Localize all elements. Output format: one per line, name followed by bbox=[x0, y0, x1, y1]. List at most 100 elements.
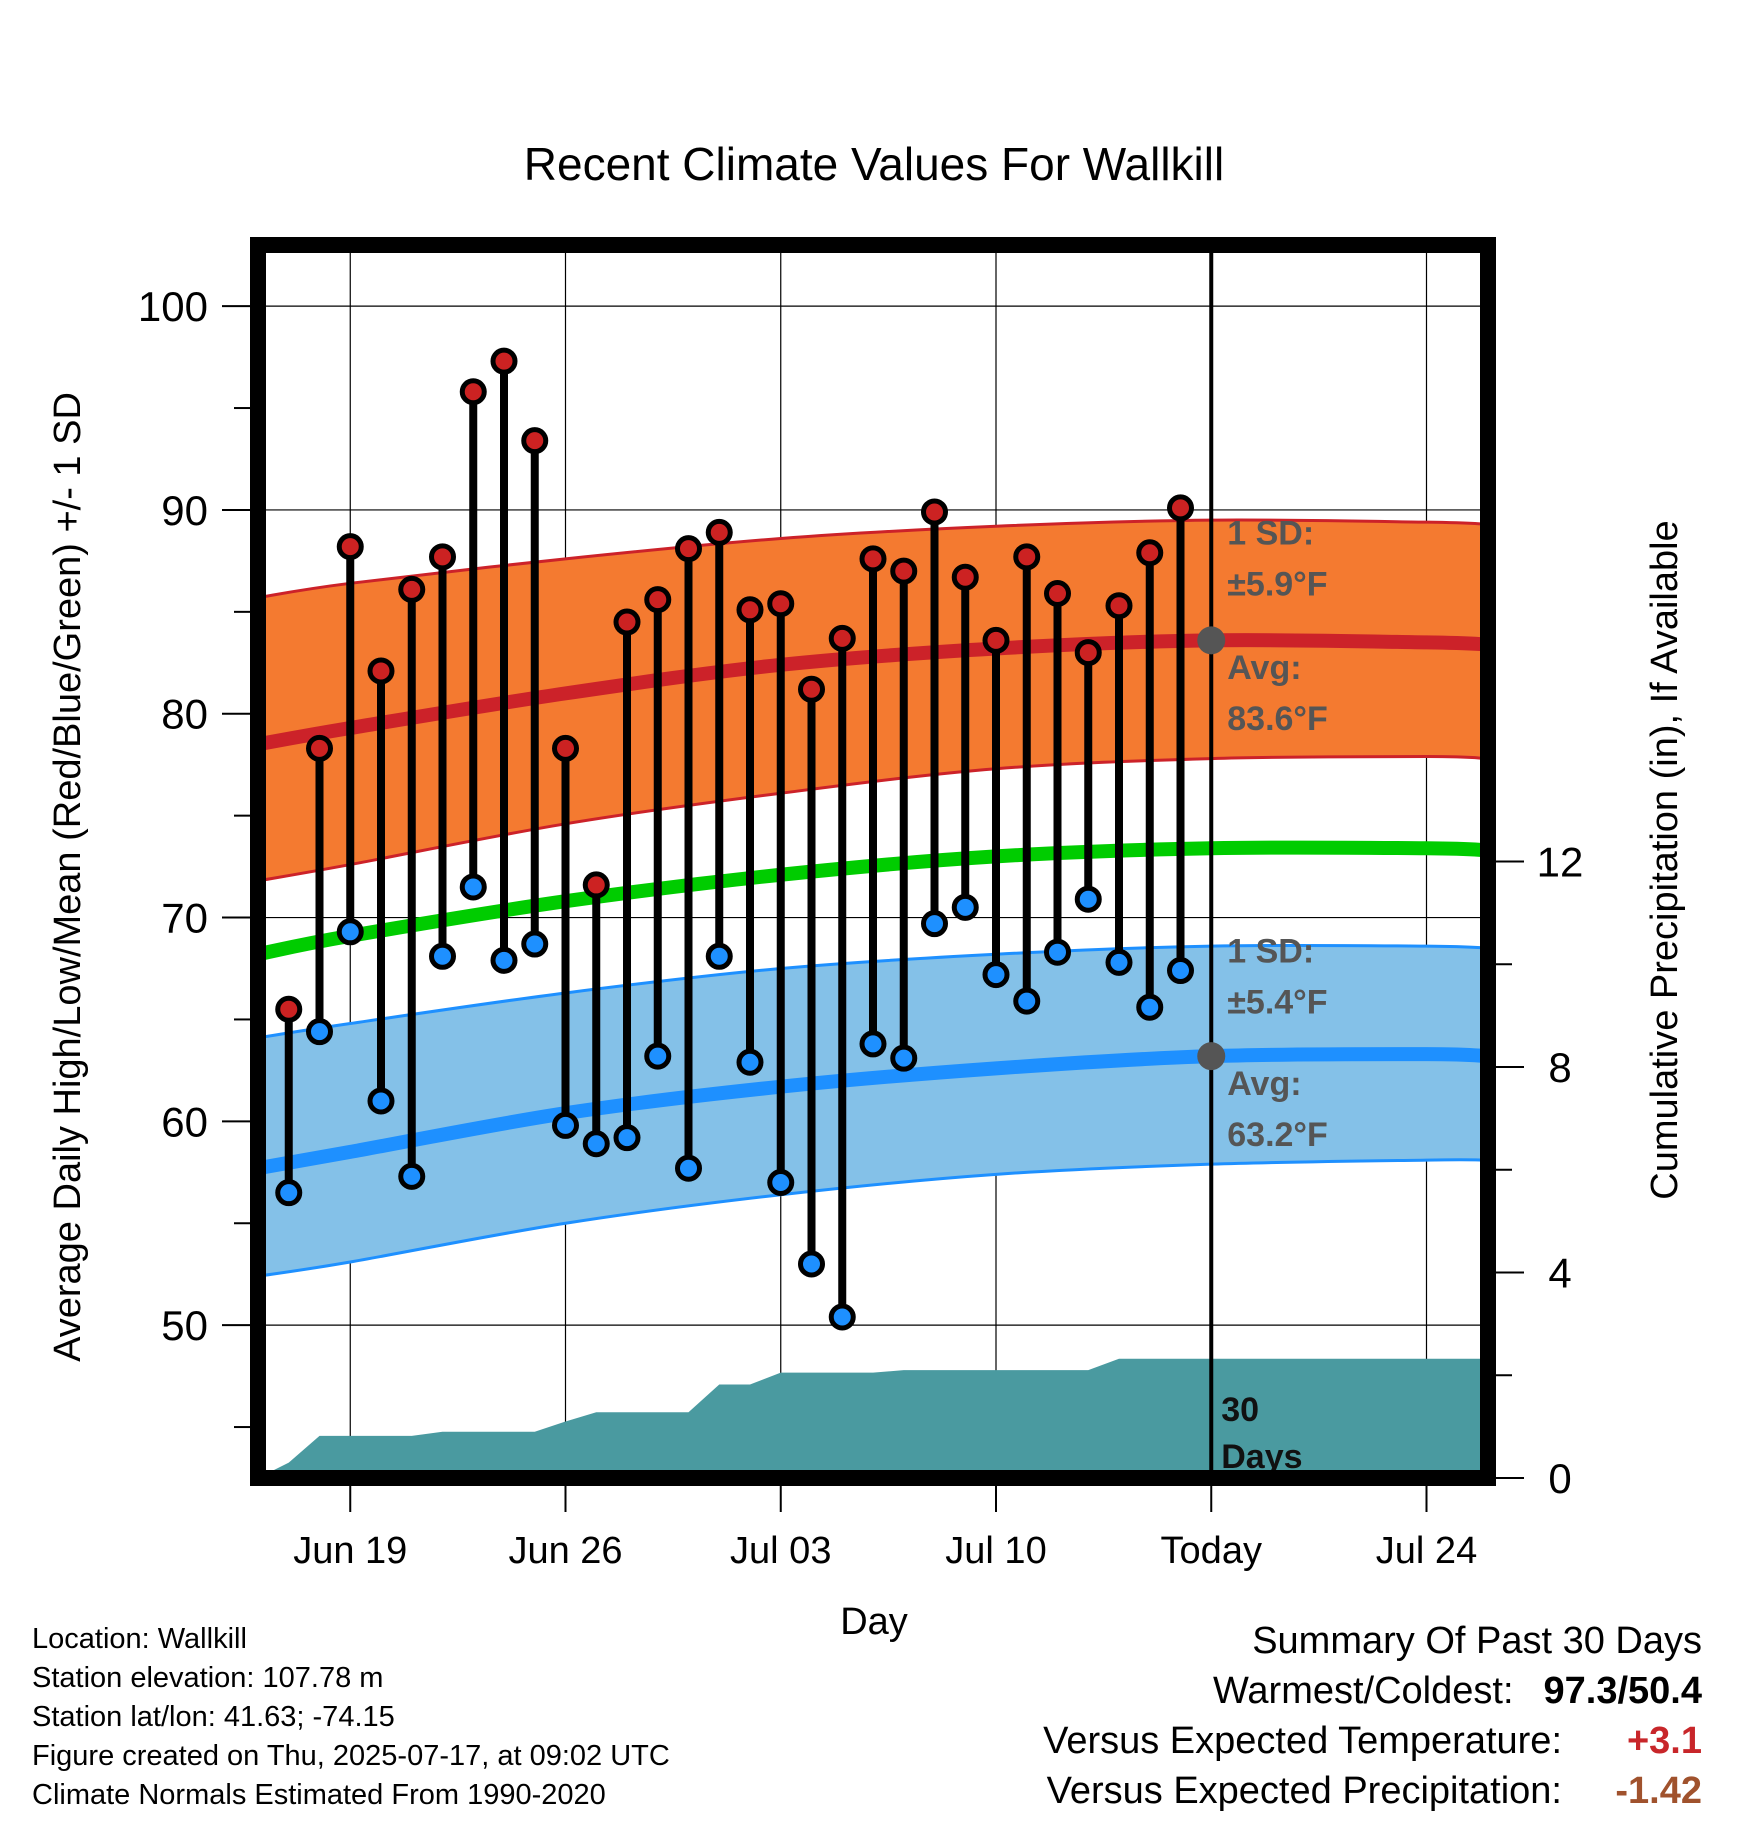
warmest-label: Warmest/Coldest: bbox=[1212, 1670, 1514, 1712]
daily-high-point bbox=[675, 535, 702, 563]
y-axis-title: Average Daily High/Low/Mean (Red/Blue/Gr… bbox=[47, 392, 89, 1362]
station-info: Location: Wallkill Station elevation: 10… bbox=[32, 1620, 670, 1815]
high-sd-value: ±5.9°F bbox=[1227, 566, 1327, 604]
daily-low-point bbox=[644, 1042, 672, 1070]
today-high-avg-marker bbox=[1197, 626, 1226, 655]
days-label-text: Days bbox=[1221, 1438, 1302, 1476]
daily-high-point bbox=[1105, 592, 1133, 620]
low-minus-sd-line bbox=[258, 1158, 1488, 1278]
daily-low-point bbox=[890, 1044, 918, 1072]
daily-high-point bbox=[490, 347, 518, 375]
daily-high-point bbox=[951, 563, 979, 591]
high-avg-label: Avg: bbox=[1227, 649, 1301, 687]
daily-low-point bbox=[859, 1030, 887, 1058]
daily-low-point bbox=[306, 1018, 333, 1046]
y-tick-label: 60 bbox=[161, 1098, 208, 1145]
summary-precip-row: Versus Expected Precipitation: -1.42 bbox=[1043, 1766, 1702, 1816]
daily-high-point bbox=[367, 657, 395, 685]
daily-low-point bbox=[736, 1048, 764, 1076]
daily-high-point bbox=[398, 575, 426, 603]
daily-high-point bbox=[767, 590, 795, 618]
daily-low-point bbox=[367, 1087, 395, 1115]
daily-low-point bbox=[490, 946, 518, 974]
daily-high-point bbox=[459, 378, 487, 406]
daily-low-point bbox=[275, 1179, 303, 1207]
low-sd-value: ±5.4°F bbox=[1227, 983, 1327, 1021]
daily-high-point bbox=[644, 586, 672, 614]
plot-frame bbox=[250, 237, 1496, 1486]
temp-vs-expected-value: +3.1 bbox=[1626, 1720, 1702, 1762]
daily-high-point bbox=[736, 596, 764, 624]
precip-vs-expected-label: Versus Expected Precipitation: bbox=[1046, 1770, 1562, 1812]
created-text: Figure created on Thu, 2025-07-17, at 09… bbox=[32, 1740, 670, 1772]
daily-low-point bbox=[921, 910, 948, 938]
y-axis-right: 0 4 8 12 bbox=[1496, 839, 1584, 1502]
y-tick-label: 90 bbox=[161, 487, 208, 534]
temp-vs-expected-label: Versus Expected Temperature: bbox=[1043, 1720, 1562, 1762]
y2-axis-title: Cumulative Precipitation (in), If Availa… bbox=[1644, 520, 1686, 1199]
y-tick-label: 80 bbox=[161, 691, 208, 738]
daily-high-point bbox=[1074, 639, 1102, 667]
daily-low-point bbox=[552, 1111, 579, 1139]
daily-high-point bbox=[890, 557, 918, 585]
precip-vs-expected-value: -1.42 bbox=[1615, 1770, 1702, 1812]
daily-low-point bbox=[459, 873, 487, 901]
daily-high-point bbox=[306, 734, 333, 762]
daily-low-point bbox=[798, 1250, 825, 1278]
y-tick-label: 100 bbox=[138, 283, 208, 330]
summary-warmest-row: Warmest/Coldest: 97.3/50.4 bbox=[1043, 1666, 1702, 1716]
y2-tick-label: 8 bbox=[1548, 1044, 1571, 1091]
daily-low-point bbox=[613, 1124, 641, 1152]
daily-low-point bbox=[1044, 938, 1071, 966]
daily-low-point bbox=[982, 961, 1010, 989]
daily-high-point bbox=[1136, 539, 1164, 567]
x-tick-label: Jul 03 bbox=[730, 1530, 831, 1572]
daily-high-point bbox=[1013, 543, 1041, 571]
daily-low-point bbox=[951, 893, 979, 921]
precip-area bbox=[258, 1358, 1488, 1478]
daily-low-point bbox=[1013, 987, 1041, 1015]
normals-text: Climate Normals Estimated From 1990-2020 bbox=[32, 1779, 606, 1811]
daily-low-point bbox=[398, 1162, 426, 1190]
x-tick-label: Jul 10 bbox=[945, 1530, 1046, 1572]
high-sd-label: 1 SD: bbox=[1227, 515, 1314, 553]
daily-low-point bbox=[336, 918, 364, 946]
y2-tick-label: 12 bbox=[1537, 839, 1584, 886]
chart-title: Recent Climate Values For Wallkill bbox=[524, 138, 1224, 190]
x-axis-title: Day bbox=[840, 1601, 908, 1643]
daily-low-point bbox=[582, 1130, 610, 1158]
daily-high-point bbox=[582, 871, 610, 899]
daily-high-point bbox=[613, 608, 641, 636]
summary-temp-row: Versus Expected Temperature: +3.1 bbox=[1043, 1716, 1702, 1766]
plot-area: 1 SD: ±5.9°F Avg: 83.6°F 1 SD: ±5.4°F Avg: 63.2… bbox=[138, 237, 1584, 1572]
daily-high-point bbox=[1044, 580, 1071, 608]
y-tick-label: 70 bbox=[161, 895, 208, 942]
x-tick-label: Jun 26 bbox=[508, 1530, 622, 1572]
y2-tick-label: 4 bbox=[1548, 1250, 1571, 1297]
daily-low-point bbox=[828, 1303, 856, 1331]
summary-panel: Summary Of Past 30 Days Warmest/Coldest:… bbox=[1043, 1616, 1702, 1816]
daily-high-point bbox=[982, 626, 1010, 654]
x-tick-label: Jun 19 bbox=[293, 1530, 407, 1572]
daily-high-point bbox=[521, 427, 549, 455]
daily-high-point bbox=[921, 498, 948, 526]
daily-low-point bbox=[429, 942, 456, 970]
daily-high-point bbox=[705, 518, 733, 546]
low-sd-label: 1 SD: bbox=[1227, 932, 1314, 970]
days-label-count: 30 bbox=[1221, 1391, 1259, 1429]
daily-high-point bbox=[828, 624, 856, 652]
daily-high-point bbox=[552, 734, 579, 762]
daily-low-point bbox=[767, 1168, 795, 1196]
high-avg-value: 83.6°F bbox=[1227, 700, 1328, 738]
daily-stems bbox=[275, 347, 1194, 1331]
daily-low-point bbox=[705, 942, 733, 970]
y-axis-left: 50 60 70 80 90 100 bbox=[138, 283, 250, 1429]
low-avg-label: Avg: bbox=[1227, 1065, 1301, 1103]
y-tick-label: 50 bbox=[161, 1302, 208, 1349]
daily-low-point bbox=[1167, 957, 1194, 985]
daily-high-point bbox=[798, 675, 825, 703]
daily-high-point bbox=[336, 533, 364, 561]
latlon-text: Station lat/lon: 41.63; -74.15 bbox=[32, 1701, 395, 1733]
location-text: Location: Wallkill bbox=[32, 1623, 247, 1655]
